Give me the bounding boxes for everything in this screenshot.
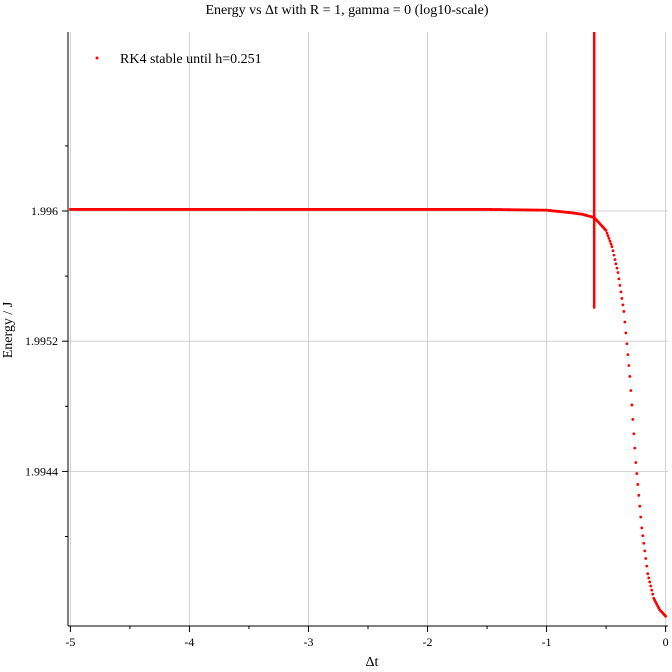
x-tick-label: -2 — [423, 635, 433, 649]
data-point — [645, 564, 649, 568]
data-point — [611, 249, 615, 253]
data-point — [637, 493, 641, 497]
data-point — [607, 237, 611, 240]
data-point — [623, 320, 627, 324]
data-point — [642, 541, 646, 545]
data-point — [615, 266, 619, 270]
data-point — [643, 549, 647, 553]
data-point — [646, 572, 650, 576]
data-point — [649, 584, 653, 588]
data-point — [606, 234, 610, 238]
data-point — [648, 580, 652, 584]
chart-title: Energy vs Δt with R = 1, gamma = 0 (log1… — [205, 3, 488, 18]
legend-label: RK4 stable until h=0.251 — [120, 52, 262, 67]
data-point — [632, 432, 636, 436]
data-point — [635, 472, 639, 475]
data-point — [612, 253, 616, 257]
data-point — [614, 262, 618, 266]
y-tick-label: 1.9944 — [25, 464, 58, 478]
x-axis-label: Δt — [366, 655, 379, 670]
grid — [68, 32, 668, 626]
x-tick-label: -1 — [542, 635, 552, 649]
legend-marker — [95, 56, 99, 60]
data-point — [631, 417, 635, 421]
x-ticks: -5 -4 -3 -2 -1 0 — [65, 626, 669, 649]
data-point — [641, 534, 645, 538]
data-point — [627, 364, 631, 367]
data-point — [629, 389, 633, 392]
data-point — [633, 446, 637, 450]
data-point — [626, 353, 630, 357]
x-tick-label: 0 — [663, 635, 669, 649]
data-points — [68, 207, 668, 618]
data-point — [618, 283, 622, 287]
legend: RK4 stable until h=0.251 — [95, 52, 262, 67]
data-point — [644, 557, 648, 560]
x-tick-label: -3 — [303, 635, 313, 649]
y-tick-label: 1.996 — [31, 204, 58, 218]
data-point — [639, 515, 643, 519]
data-point — [625, 342, 629, 346]
data-point — [622, 310, 626, 313]
data-point — [621, 303, 625, 307]
y-tick-label: 1.9952 — [25, 334, 58, 348]
y-ticks: 1.9944 1.9952 1.996 — [25, 145, 68, 537]
data-point — [650, 588, 654, 592]
data-point — [630, 403, 634, 407]
x-tick-label: -4 — [184, 635, 194, 649]
data-point — [613, 258, 617, 261]
data-point — [640, 526, 644, 530]
data-point — [609, 242, 613, 246]
data-point — [628, 374, 632, 378]
x-tick-label: -5 — [65, 635, 75, 649]
data-point — [634, 461, 638, 464]
data-point — [616, 271, 620, 274]
data-point — [610, 245, 614, 248]
data-point — [617, 277, 621, 281]
data-point — [619, 290, 623, 294]
data-point — [664, 614, 668, 618]
data-point — [608, 239, 612, 243]
data-point — [636, 483, 640, 486]
data-point — [638, 504, 642, 508]
data-point — [651, 592, 655, 596]
axes — [67, 32, 668, 627]
y-axis-label: Energy / J — [1, 301, 16, 358]
data-point — [647, 576, 651, 580]
data-point — [604, 229, 608, 232]
data-point — [605, 231, 609, 235]
data-point — [620, 297, 624, 300]
data-point — [624, 331, 628, 335]
